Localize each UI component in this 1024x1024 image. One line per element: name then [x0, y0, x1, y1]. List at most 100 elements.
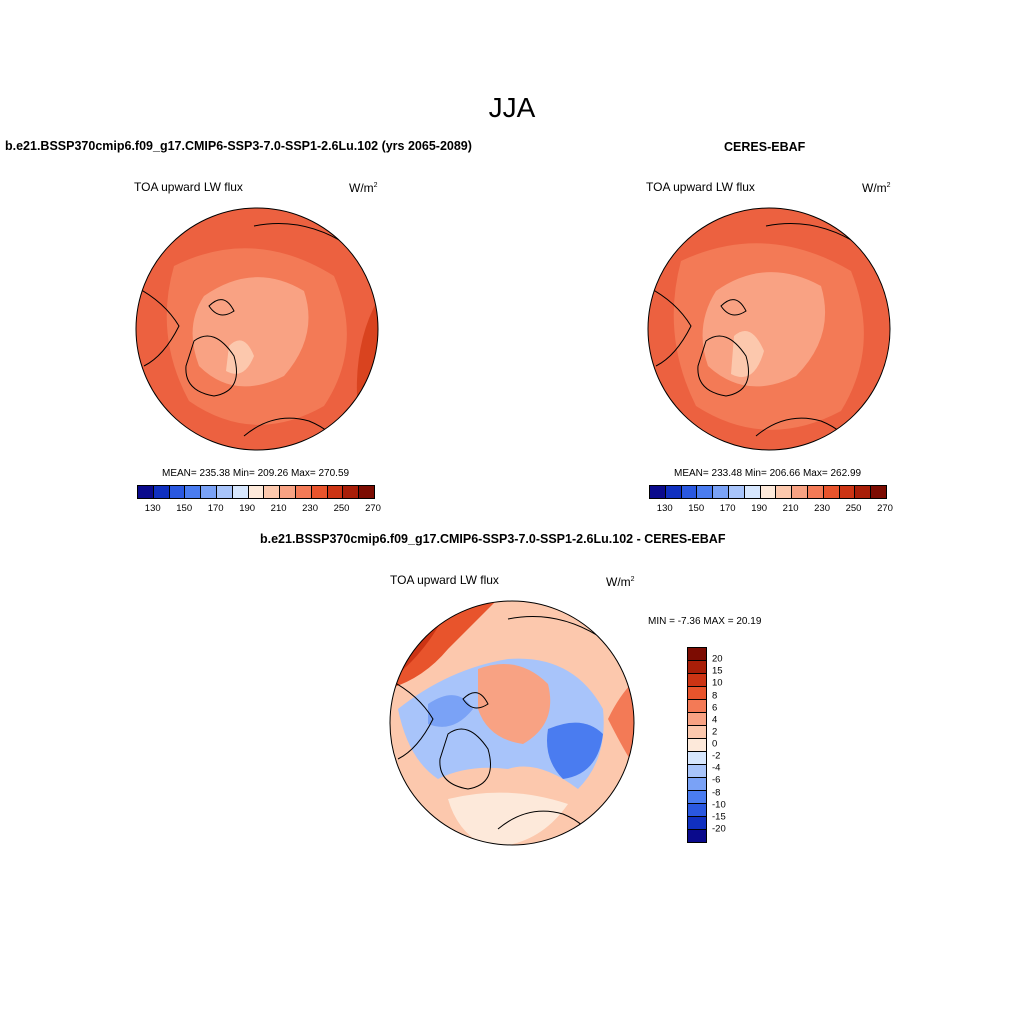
obs-colorbar-tick-label: 130 [656, 503, 673, 514]
difference-coastline-greenland [439, 728, 491, 790]
model-colorbar-swatch [359, 486, 374, 498]
difference-neutral-south [448, 792, 568, 845]
difference-colorbar-swatch [688, 765, 706, 778]
difference-colorbar-tick-label: 15 [712, 665, 723, 677]
obs-colorbar-tick-label: 170 [719, 503, 736, 514]
model-polar-map [135, 207, 379, 451]
model-colorbar-tick-label: 170 [207, 503, 224, 514]
obs-coastline-canada [648, 285, 692, 367]
obs-colorbar-swatch [650, 486, 666, 498]
model-colorbar [137, 485, 375, 499]
obs-coastline-greenland [697, 335, 749, 397]
difference-colorbar-tick-label: 10 [712, 677, 723, 689]
difference-colorbar-swatch [688, 700, 706, 713]
season-title: JJA [488, 92, 536, 123]
difference-colorbar-swatch [688, 687, 706, 700]
obs-colorbar-swatch [681, 486, 698, 498]
obs-colorbar-swatch [697, 486, 714, 498]
difference-colorbar-tick-label: 8 [712, 690, 718, 701]
obs-colorbar [649, 485, 887, 499]
obs-colorbar-swatch [855, 486, 872, 498]
model-case-title: b.e21.BSSP370cmip6.f09_g17.CMIP6-SSP3-7.… [5, 139, 472, 153]
obs-colorbar-tick-label: 210 [782, 503, 799, 514]
model-colorbar-swatch [138, 486, 154, 498]
difference-colorbar-swatch [688, 817, 706, 830]
model-colorbar-swatch [201, 486, 217, 498]
obs-coastline-islands [720, 299, 747, 316]
difference-title: b.e21.BSSP370cmip6.f09_g17.CMIP6-SSP3-7.… [260, 532, 726, 546]
difference-map-border [389, 600, 635, 846]
obs-colorbar-tick-label: 230 [814, 503, 830, 514]
difference-colorbar-tick-label: -10 [712, 799, 726, 811]
difference-colorbar-ticks: 20 15 10 8 6 4 2 0 -2 -4 -6 -8 -10 -15 -20 [712, 647, 752, 843]
obs-colorbar-swatch [807, 486, 824, 498]
model-field-low-region [192, 277, 309, 387]
difference-colorbar-swatch [688, 661, 706, 674]
obs-colorbar-swatch [744, 486, 761, 498]
model-colorbar-ticks: 130 150 170 190 210 230 250 270 [137, 503, 381, 517]
difference-positive-arctic [478, 664, 551, 744]
difference-colorbar-tick-label: -2 [712, 750, 721, 762]
model-colorbar-swatch [311, 486, 328, 498]
difference-colorbar-swatch [688, 726, 706, 739]
model-colorbar-tick-label: 250 [333, 503, 350, 514]
difference-colorbar-swatch [688, 648, 706, 661]
obs-colorbar-swatch [665, 486, 682, 498]
model-colorbar-swatch [169, 486, 186, 498]
model-colorbar-tick-label: 230 [302, 503, 318, 514]
difference-colorbar-tick-label: 2 [712, 726, 718, 738]
obs-colorbar-swatch [713, 486, 729, 498]
model-field-label: TOA upward LW flux [134, 180, 243, 194]
obs-colorbar-tick-label: 150 [688, 503, 705, 514]
obs-colorbar-swatch [728, 486, 745, 498]
obs-colorbar-swatch [776, 486, 793, 498]
obs-colorbar-tick-label: 270 [877, 503, 893, 514]
difference-colorbar-swatch [688, 804, 706, 817]
model-field-lowest-region [226, 340, 254, 374]
difference-coastline-canada [390, 678, 434, 760]
model-colorbar-swatch [232, 486, 249, 498]
difference-polar-map [389, 600, 635, 846]
model-stats: MEAN= 235.38 Min= 209.26 Max= 270.59 [162, 468, 350, 479]
obs-colorbar-swatch [839, 486, 856, 498]
difference-field-label: TOA upward LW flux [390, 573, 499, 587]
difference-colorbar-swatch [688, 752, 706, 765]
obs-colorbar-swatch [760, 486, 777, 498]
obs-polar-map [647, 207, 891, 451]
model-coastline-canada [136, 285, 180, 367]
obs-map-border [647, 207, 891, 451]
difference-colorbar-tick-label: -6 [712, 774, 721, 786]
obs-field-label: TOA upward LW flux [646, 180, 755, 194]
obs-colorbar-swatch [823, 486, 840, 498]
model-colorbar-tick-label: 210 [270, 503, 287, 514]
model-coastline-greenland [185, 335, 237, 397]
model-units: W/m2 [349, 181, 378, 195]
obs-colorbar-swatch [871, 486, 886, 498]
obs-case-title: CERES-EBAF [724, 140, 806, 154]
obs-field-lowest-region [731, 331, 764, 378]
difference-negative-core-west [428, 695, 473, 727]
difference-negative-core-east [547, 722, 603, 779]
obs-units: W/m2 [862, 181, 891, 195]
difference-colorbar-tick-label: -8 [712, 787, 721, 798]
difference-coastline-islands [462, 692, 489, 709]
obs-colorbar-ticks: 130 150 170 190 210 230 250 270 [649, 503, 893, 517]
model-colorbar-tick-label: 130 [144, 503, 161, 514]
difference-colorbar-swatch [688, 791, 706, 804]
difference-colorbar-tick-label: 6 [712, 702, 718, 714]
model-colorbar-tick-label: 150 [176, 503, 193, 514]
difference-colorbar-swatch [688, 674, 706, 687]
difference-colorbar-tick-label: 4 [712, 714, 718, 726]
model-map-border [135, 207, 379, 451]
difference-positive-east [608, 679, 634, 769]
difference-colorbar [687, 647, 707, 843]
difference-colorbar-tick-label: 20 [712, 653, 723, 665]
model-colorbar-swatch [248, 486, 265, 498]
model-colorbar-swatch [264, 486, 281, 498]
difference-colorbar-swatch [688, 830, 706, 842]
difference-colorbar-tick-label: 0 [712, 738, 718, 750]
difference-colorbar-tick-label: -4 [712, 762, 721, 774]
model-colorbar-swatch [216, 486, 233, 498]
model-colorbar-swatch [295, 486, 312, 498]
difference-units: W/m2 [606, 575, 635, 589]
